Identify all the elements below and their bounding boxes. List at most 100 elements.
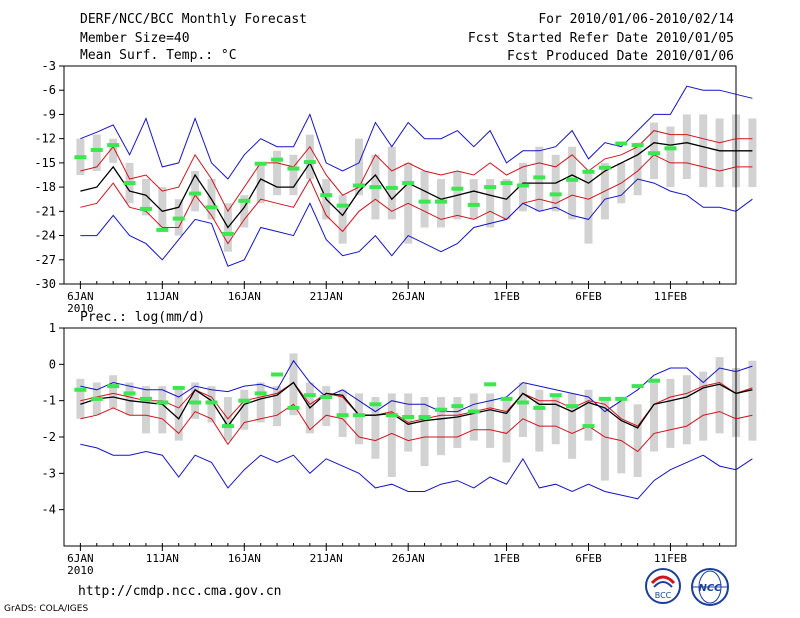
member-mark xyxy=(189,400,202,405)
y-tick-label: -30 xyxy=(34,277,56,291)
spread-box xyxy=(748,118,757,188)
member-mark xyxy=(615,396,628,401)
member-mark xyxy=(516,400,529,405)
spread-box xyxy=(486,393,495,448)
x-tick-label: 26JAN xyxy=(392,552,425,565)
x-tick-label: 6FEB xyxy=(575,290,602,303)
x-tick-label: 11FEB xyxy=(654,290,687,303)
member-mark xyxy=(221,231,234,236)
bcc-logo: BCC xyxy=(645,568,681,604)
chart-title: DERF/NCC/BCC Monthly Forecast xyxy=(80,12,307,27)
x-tick-label: 6JAN xyxy=(67,290,94,303)
member-mark xyxy=(500,396,513,401)
member-mark xyxy=(320,395,333,400)
source-url[interactable]: http://cmdp.ncc.cma.gov.cn xyxy=(78,584,282,599)
member-mark xyxy=(205,205,218,210)
spread-box xyxy=(240,389,249,430)
series-min xyxy=(80,443,753,500)
y-tick-label: -12 xyxy=(34,132,56,146)
member-mark xyxy=(484,185,497,190)
chart-panel-2: 1 0 -1 -2 -3 -4 6JAN 11JAN 16JAN 21JAN 26JAN 1FEB 6F… xyxy=(42,310,757,577)
spread-box xyxy=(191,170,200,212)
member-mark xyxy=(107,384,120,389)
spread-box xyxy=(141,179,150,216)
spread-box xyxy=(568,146,577,220)
member-mark xyxy=(189,191,202,196)
member-mark xyxy=(74,387,87,392)
series-mean xyxy=(80,142,753,229)
spread-box xyxy=(273,386,282,427)
member-mark xyxy=(385,413,398,418)
x-tick-label: 21JAN xyxy=(310,552,343,565)
spread-box xyxy=(436,397,445,456)
member-mark xyxy=(451,186,464,191)
member-mark xyxy=(221,424,234,429)
spread-box xyxy=(551,393,560,445)
spread-box xyxy=(486,179,495,228)
member-mark xyxy=(434,407,447,412)
spread-box xyxy=(469,393,478,441)
x-year-label: 2010 xyxy=(67,564,94,577)
member-mark xyxy=(418,199,431,204)
x-tick-label: 6FEB xyxy=(575,552,602,565)
spread-box xyxy=(141,386,150,434)
spread-box xyxy=(584,170,593,244)
produced-date: Fcst Produced Date 2010/01/06 xyxy=(507,49,734,64)
spread-box xyxy=(600,397,609,481)
x-tick-label: 16JAN xyxy=(228,552,261,565)
y-tick-label: -6 xyxy=(42,83,56,97)
spread-box xyxy=(305,134,314,180)
y-tick-label: -27 xyxy=(34,253,56,267)
y-tick-label: -15 xyxy=(34,156,56,170)
member-mark xyxy=(516,183,529,188)
member-mark xyxy=(139,206,152,211)
member-mark xyxy=(434,199,447,204)
spread-box xyxy=(633,142,642,196)
spread-box xyxy=(125,382,134,416)
spread-box xyxy=(584,389,593,441)
spread-box xyxy=(715,357,724,434)
member-mark xyxy=(402,181,415,186)
member-mark xyxy=(303,393,316,398)
svg-text:NCC: NCC xyxy=(698,583,722,594)
forecast-period: For 2010/01/06-2010/02/14 xyxy=(538,12,734,27)
spread-box xyxy=(387,146,396,220)
member-mark xyxy=(107,143,120,148)
y-tick-label: -1 xyxy=(42,394,56,408)
spread-box xyxy=(355,138,364,196)
member-mark xyxy=(467,409,480,414)
spread-box xyxy=(387,393,396,477)
spread-box xyxy=(240,195,249,228)
spread-box xyxy=(371,397,380,459)
spread-box xyxy=(715,118,724,188)
member-mark xyxy=(271,157,284,162)
member-mark xyxy=(664,146,677,151)
member-mark xyxy=(90,396,103,401)
member-mark xyxy=(631,143,644,148)
ncc-logo: NCC xyxy=(691,568,729,606)
spread-box xyxy=(289,353,298,416)
member-mark xyxy=(172,216,185,221)
member-mark xyxy=(353,183,366,188)
member-mark xyxy=(287,405,300,410)
member-mark xyxy=(74,155,87,160)
spread-box xyxy=(338,195,347,244)
spread-box xyxy=(568,393,577,459)
member-mark xyxy=(615,141,628,146)
member-mark xyxy=(336,203,349,208)
spread-box xyxy=(650,378,659,452)
spread-box xyxy=(158,187,167,228)
member-mark xyxy=(369,402,382,407)
spread-box xyxy=(420,397,429,467)
member-mark xyxy=(156,227,169,232)
y-tick-label: -9 xyxy=(42,107,56,121)
y-tick-label: -24 xyxy=(34,229,56,243)
member-mark xyxy=(533,175,546,180)
spread-box xyxy=(502,397,511,463)
x-tick-label: 16JAN xyxy=(228,290,261,303)
y-tick-label: -3 xyxy=(42,59,56,73)
x-tick-label: 11FEB xyxy=(654,552,687,565)
y-tick-label: -18 xyxy=(34,180,56,194)
grads-credit: GrADS: COLA/IGES xyxy=(4,604,89,614)
panel-title: Prec.: log(mm/d) xyxy=(80,310,205,325)
